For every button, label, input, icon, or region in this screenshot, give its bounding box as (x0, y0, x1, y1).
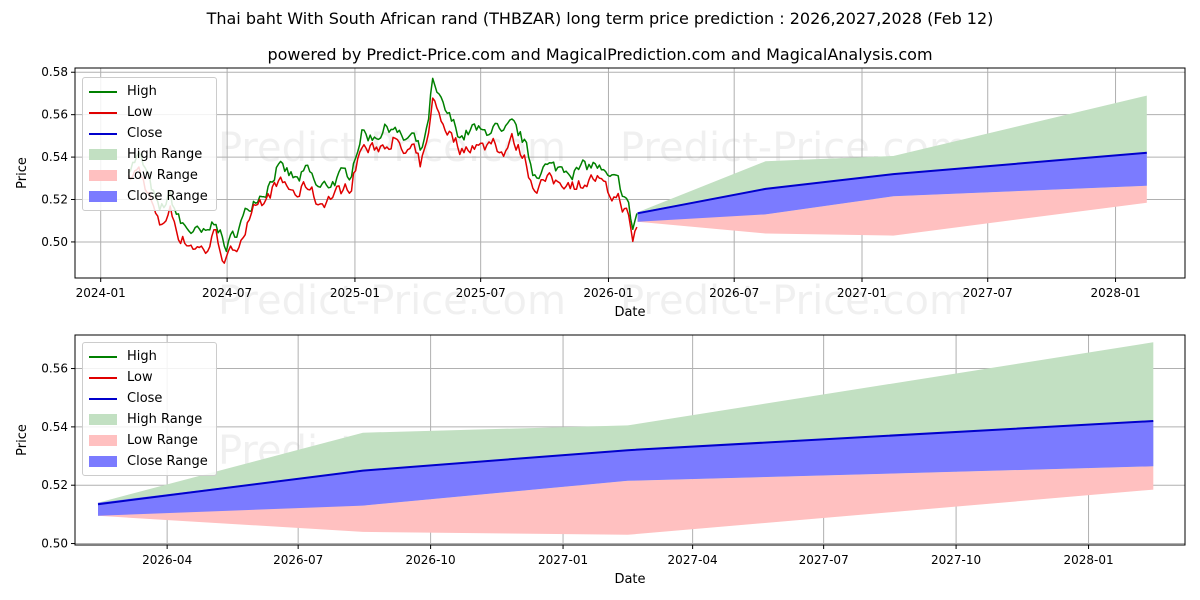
chart-subtitle: powered by Predict-Price.com and Magical… (267, 45, 933, 64)
xtick-label-top: 2024-01 (76, 286, 126, 300)
ytick-label-top: 0.50 (41, 235, 68, 249)
legend-close-key (89, 397, 117, 400)
legend-low-range-key (89, 435, 117, 446)
xtick-label-bottom: 2027-10 (931, 553, 981, 567)
close-range-band (98, 421, 1154, 516)
historical-high-line (127, 77, 638, 253)
ytick-label-bottom: 0.50 (41, 537, 68, 551)
plot-area-bottom (97, 342, 1154, 535)
legend-high-range-key (89, 414, 117, 425)
legend-high-range-key (89, 149, 117, 160)
legend-close-label: Close (127, 391, 163, 406)
watermark-mid-left: Predict-Price.com (218, 278, 566, 324)
legend-low-key (89, 376, 117, 379)
x-axis-label-bottom: Date (614, 572, 645, 587)
ytick-label-top: 0.58 (41, 65, 68, 79)
forecast-close-line (637, 151, 1147, 215)
legend-close: Close (89, 388, 208, 409)
ytick-label-top: 0.56 (41, 108, 68, 122)
xtick-label-top: 2027-01 (837, 286, 887, 300)
legend-low-key (89, 111, 117, 114)
xtick-label-top: 2028-01 (1090, 286, 1140, 300)
forecast-close-line (97, 420, 1154, 506)
legend-low-range-label: Low Range (127, 433, 198, 448)
legend-close-range: Close Range (89, 451, 208, 472)
legend-low-label: Low (127, 105, 153, 120)
legend-high-range: High Range (89, 144, 208, 165)
legend-low: Low (89, 102, 208, 123)
legend-top: High Low Close High Range Low Range Clos… (82, 77, 217, 211)
ytick-label-top: 0.52 (41, 193, 68, 207)
xtick-label-top: 2025-01 (330, 286, 380, 300)
legend-high-range: High Range (89, 409, 208, 430)
legend-close-key (89, 132, 117, 135)
legend-close-label: Close (127, 126, 163, 141)
legend-close-range-key (89, 191, 117, 202)
xtick-label-bottom: 2026-10 (406, 553, 456, 567)
watermark-mid-right: Predict-Price.com (620, 278, 968, 324)
legend-low: Low (89, 367, 208, 388)
ytick-label-top: 0.54 (41, 150, 68, 164)
y-axis-label-top: Price (15, 157, 30, 189)
legend-close-range-label: Close Range (127, 454, 208, 469)
historical-low-line (127, 97, 638, 264)
xtick-label-top: 2026-07 (709, 286, 759, 300)
xtick-label-top: 2027-07 (963, 286, 1013, 300)
xtick-label-top: 2024-07 (202, 286, 252, 300)
ytick-label-bottom: 0.56 (41, 362, 68, 376)
legend-low-range-key (89, 170, 117, 181)
legend-high-key (89, 355, 117, 358)
xtick-label-bottom: 2026-04 (142, 553, 192, 567)
legend-close-range-key (89, 456, 117, 467)
xtick-label-bottom: 2028-01 (1063, 553, 1113, 567)
axes-frame-top (74, 67, 1186, 279)
xtick-label-bottom: 2026-07 (273, 553, 323, 567)
y-axis-label-bottom: Price (15, 424, 30, 456)
legend-low-range: Low Range (89, 430, 208, 451)
legend-close-range: Close Range (89, 186, 208, 207)
ytick-label-bottom: 0.52 (41, 478, 68, 492)
xtick-label-bottom: 2027-07 (799, 553, 849, 567)
xtick-label-bottom: 2027-01 (538, 553, 588, 567)
legend-high: High (89, 346, 208, 367)
legend-high: High (89, 81, 208, 102)
legend-high-label: High (127, 349, 157, 364)
low-range-band (637, 185, 1147, 236)
legend-low-range-label: Low Range (127, 168, 198, 183)
legend-high-key (89, 90, 117, 93)
legend-high-range-label: High Range (127, 147, 203, 162)
axes-frame-bottom (74, 334, 1186, 546)
legend-high-range-label: High Range (127, 412, 203, 427)
chart-title: Thai baht With South African rand (THBZA… (206, 9, 994, 28)
legend-low-label: Low (127, 370, 153, 385)
ytick-label-bottom: 0.54 (41, 420, 68, 434)
close-range-band (637, 152, 1147, 222)
legend-low-range: Low Range (89, 165, 208, 186)
legend-bottom: High Low Close High Range Low Range Clos… (82, 342, 217, 476)
legend-close: Close (89, 123, 208, 144)
x-axis-label-top: Date (614, 305, 645, 320)
xtick-label-top: 2025-07 (456, 286, 506, 300)
xtick-label-top: 2026-01 (583, 286, 633, 300)
plot-area-top (127, 77, 1147, 264)
xtick-label-bottom: 2027-04 (668, 553, 718, 567)
legend-high-label: High (127, 84, 157, 99)
low-range-band (98, 466, 1154, 535)
legend-close-range-label: Close Range (127, 189, 208, 204)
